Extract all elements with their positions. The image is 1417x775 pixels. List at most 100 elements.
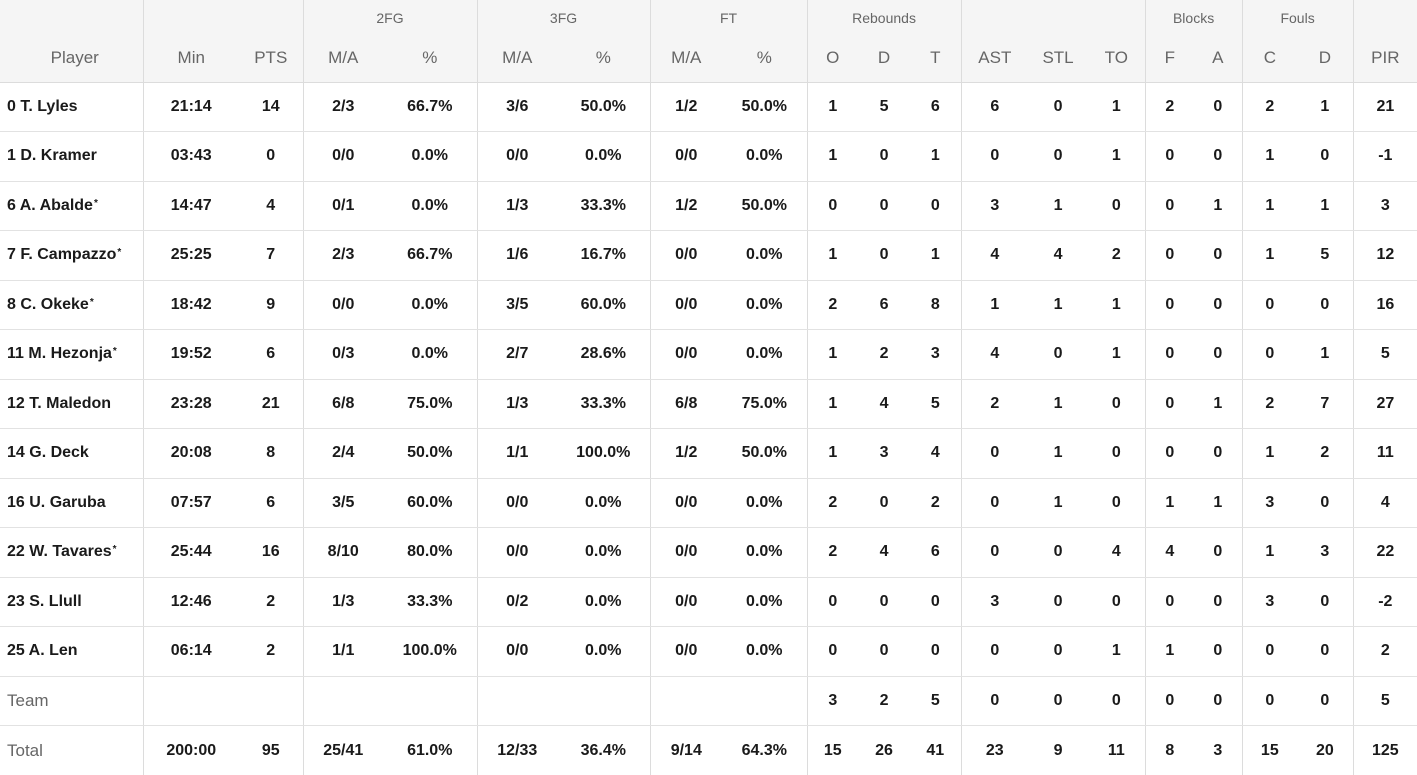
stat-2fg-ma: 2/3 — [303, 231, 383, 281]
stat-ft-pct: 0.0% — [722, 280, 807, 330]
header-group-ft: FT — [650, 0, 807, 35]
player-name-cell[interactable]: 12 T. Maledon — [0, 379, 143, 429]
column-header-fouls-d[interactable]: D — [1297, 35, 1353, 82]
player-name-cell[interactable]: 14 G. Deck — [0, 429, 143, 479]
stat-blk-a: 0 — [1194, 429, 1242, 479]
header-group-fouls: Fouls — [1242, 0, 1353, 35]
stat-3fg-ma: 12/33 — [477, 726, 557, 775]
stat-min: 23:28 — [143, 379, 239, 429]
stat-reb-d: 0 — [858, 577, 910, 627]
player-name-cell[interactable]: 23 S. Llull — [0, 577, 143, 627]
stat-3fg-ma: 0/2 — [477, 577, 557, 627]
stat-ast: 6 — [961, 82, 1028, 132]
header-group-rebounds: Rebounds — [807, 0, 961, 35]
column-header-2fg-pct[interactable]: % — [383, 35, 477, 82]
player-name-cell[interactable]: 8 C. Okeke* — [0, 280, 143, 330]
stat-reb-o: 1 — [807, 82, 858, 132]
column-header-player[interactable]: Player — [0, 35, 143, 82]
stat-pts: 4 — [239, 181, 303, 231]
stat-ast: 0 — [961, 627, 1028, 677]
column-header-reb-t[interactable]: T — [910, 35, 961, 82]
player-name-cell[interactable]: 1 D. Kramer — [0, 132, 143, 182]
column-header-to[interactable]: TO — [1088, 35, 1145, 82]
stat-reb-t: 2 — [910, 478, 961, 528]
player-name-cell[interactable]: 16 U. Garuba — [0, 478, 143, 528]
stat-pir: 2 — [1353, 627, 1417, 677]
header-group-2fg: 2FG — [303, 0, 477, 35]
stat-to: 0 — [1088, 181, 1145, 231]
column-header-reb-d[interactable]: D — [858, 35, 910, 82]
stat-2fg-pct: 0.0% — [383, 181, 477, 231]
stat-min: 200:00 — [143, 726, 239, 775]
stat-pir: 16 — [1353, 280, 1417, 330]
stat-fouls-c: 1 — [1242, 231, 1297, 281]
stat-stl: 1 — [1028, 429, 1088, 479]
column-header-ft-pct[interactable]: % — [722, 35, 807, 82]
column-header-reb-o[interactable]: O — [807, 35, 858, 82]
column-header-3fg-pct[interactable]: % — [557, 35, 650, 82]
stat-fouls-d: 7 — [1297, 379, 1353, 429]
stat-to: 1 — [1088, 330, 1145, 380]
player-name-cell[interactable]: 11 M. Hezonja* — [0, 330, 143, 380]
stat-2fg-pct: 0.0% — [383, 280, 477, 330]
stat-3fg-pct: 36.4% — [557, 726, 650, 775]
column-header-blk-f[interactable]: F — [1145, 35, 1194, 82]
stat-pts: 14 — [239, 82, 303, 132]
stat-pir: 27 — [1353, 379, 1417, 429]
column-header-ft-ma[interactable]: M/A — [650, 35, 722, 82]
stat-2fg-ma: 1/1 — [303, 627, 383, 677]
column-header-fouls-c[interactable]: C — [1242, 35, 1297, 82]
stat-reb-t: 1 — [910, 132, 961, 182]
row-label-text: Total — [7, 741, 43, 760]
stat-ft-pct: 0.0% — [722, 577, 807, 627]
stat-blk-f: 0 — [1145, 181, 1194, 231]
stat-blk-a: 0 — [1194, 231, 1242, 281]
stat-fouls-c: 0 — [1242, 676, 1297, 726]
stat-2fg-ma: 0/0 — [303, 132, 383, 182]
stat-3fg-ma: 1/3 — [477, 379, 557, 429]
stat-blk-f: 0 — [1145, 429, 1194, 479]
stat-3fg-pct: 0.0% — [557, 478, 650, 528]
stat-stl: 0 — [1028, 577, 1088, 627]
stat-stl: 9 — [1028, 726, 1088, 775]
stat-2fg-ma: 0/3 — [303, 330, 383, 380]
stat-blk-f: 0 — [1145, 132, 1194, 182]
stat-pir: -2 — [1353, 577, 1417, 627]
stat-blk-f: 1 — [1145, 627, 1194, 677]
stat-reb-d: 0 — [858, 181, 910, 231]
stat-3fg-ma: 0/0 — [477, 478, 557, 528]
stat-pts: 0 — [239, 132, 303, 182]
stat-reb-t: 0 — [910, 577, 961, 627]
stat-2fg-pct: 66.7% — [383, 82, 477, 132]
player-name-cell[interactable]: 0 T. Lyles — [0, 82, 143, 132]
column-header-stl[interactable]: STL — [1028, 35, 1088, 82]
column-header-3fg-ma[interactable]: M/A — [477, 35, 557, 82]
player-name: 12 T. Maledon — [7, 395, 111, 412]
stat-fouls-c: 1 — [1242, 181, 1297, 231]
stat-reb-t: 0 — [910, 181, 961, 231]
player-name-cell[interactable]: 6 A. Abalde* — [0, 181, 143, 231]
player-name-cell[interactable]: 22 W. Tavares* — [0, 528, 143, 578]
column-header-blk-a[interactable]: A — [1194, 35, 1242, 82]
column-header-min[interactable]: Min — [143, 35, 239, 82]
column-header-2fg-ma[interactable]: M/A — [303, 35, 383, 82]
column-header-ast[interactable]: AST — [961, 35, 1028, 82]
stat-reb-o: 15 — [807, 726, 858, 775]
column-header-pir[interactable]: PIR — [1353, 35, 1417, 82]
header-group-empty — [961, 0, 1145, 35]
stat-ft-ma: 1/2 — [650, 82, 722, 132]
stat-reb-o: 3 — [807, 676, 858, 726]
stat-3fg-ma: 3/5 — [477, 280, 557, 330]
player-name-cell[interactable]: 7 F. Campazzo* — [0, 231, 143, 281]
stat-fouls-d: 0 — [1297, 478, 1353, 528]
stat-blk-f: 0 — [1145, 231, 1194, 281]
player-name-cell[interactable]: 25 A. Len — [0, 627, 143, 677]
stat-3fg-ma: 3/6 — [477, 82, 557, 132]
stat-to: 1 — [1088, 280, 1145, 330]
column-header-pts[interactable]: PTS — [239, 35, 303, 82]
stat-blk-a: 0 — [1194, 82, 1242, 132]
header-group-empty — [143, 0, 303, 35]
stat-ast: 4 — [961, 231, 1028, 281]
